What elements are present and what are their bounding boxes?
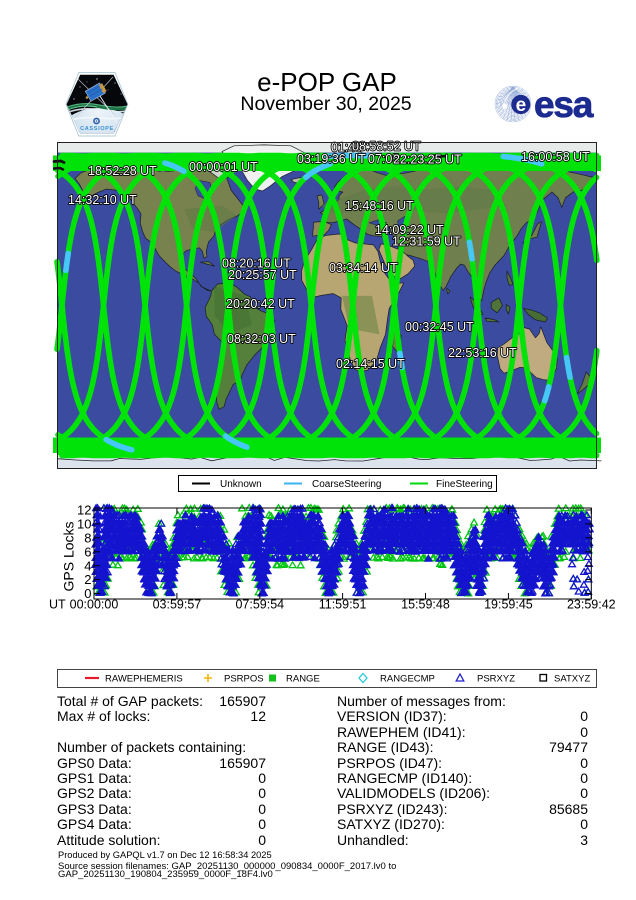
svg-text:6: 6 <box>84 544 91 559</box>
svg-text:01:45: 01:45 <box>331 141 362 155</box>
svg-text:00:00:00: 00:00:00 <box>70 598 119 612</box>
svg-text:16:00:58 UT: 16:00:58 UT <box>521 150 590 164</box>
svg-text:PSRPOS: PSRPOS <box>224 673 264 684</box>
svg-text:22:53:16 UT: 22:53:16 UT <box>448 346 517 360</box>
svg-text:02:14:15 UT: 02:14:15 UT <box>336 357 405 371</box>
svg-text:11:59:51: 11:59:51 <box>319 598 367 612</box>
svg-text:15:48:16 UT: 15:48:16 UT <box>345 199 414 213</box>
svg-text:0: 0 <box>84 586 91 601</box>
svg-text:23:59:42: 23:59:42 <box>567 598 616 612</box>
svg-text:00:00:01 UT: 00:00:01 UT <box>189 160 258 174</box>
svg-text:4: 4 <box>84 558 91 573</box>
svg-text:e: e <box>516 95 527 116</box>
svg-text:03:59:57: 03:59:57 <box>153 598 202 612</box>
svg-text:14:32:10 UT: 14:32:10 UT <box>68 193 137 207</box>
svg-text:00:32:45 UT: 00:32:45 UT <box>405 320 474 334</box>
svg-text:07:59:54: 07:59:54 <box>235 598 284 612</box>
svg-text:RANGE: RANGE <box>286 673 320 684</box>
svg-text:22:23:25 UT: 22:23:25 UT <box>393 153 462 167</box>
svg-text:15:59:48: 15:59:48 <box>401 598 450 612</box>
svg-text:10: 10 <box>77 517 91 532</box>
svg-text:FineSteering: FineSteering <box>436 479 493 490</box>
svg-text:UT: UT <box>49 598 66 612</box>
svg-text:CoarseSteering: CoarseSteering <box>312 479 381 490</box>
svg-text:03:34:14 UT: 03:34:14 UT <box>329 261 398 275</box>
svg-text:SATXYZ: SATXYZ <box>554 673 590 684</box>
svg-text:14:09:22 UT: 14:09:22 UT <box>375 223 444 237</box>
svg-text:19:59:45: 19:59:45 <box>484 598 533 612</box>
svg-text:GPS Locks: GPS Locks <box>61 521 77 591</box>
svg-text:03:19:36 UT: 03:19:36 UT <box>297 152 366 166</box>
svg-text:CASSIOPE: CASSIOPE <box>80 126 114 132</box>
svg-text:RAWEPHEMERIS: RAWEPHEMERIS <box>105 673 183 684</box>
svg-text:8: 8 <box>84 530 91 545</box>
svg-text:2: 2 <box>84 572 91 587</box>
svg-text:RANGECMP: RANGECMP <box>380 673 435 684</box>
svg-text:07:05: 07:05 <box>368 152 399 166</box>
svg-text:12:31:59 UT: 12:31:59 UT <box>392 235 461 249</box>
svg-text:08:20:16 UT: 08:20:16 UT <box>222 257 291 271</box>
svg-text:20:20:42 UT: 20:20:42 UT <box>226 297 295 311</box>
svg-text:18:52:28 UT: 18:52:28 UT <box>88 164 157 178</box>
svg-text:PSRXYZ: PSRXYZ <box>477 673 515 684</box>
svg-text:Unknown: Unknown <box>220 479 262 490</box>
svg-text:esa: esa <box>534 84 594 125</box>
svg-text:20:25:57 UT: 20:25:57 UT <box>228 268 297 282</box>
svg-text:12: 12 <box>77 503 91 518</box>
svg-text:08:32:03 UT: 08:32:03 UT <box>227 332 296 346</box>
